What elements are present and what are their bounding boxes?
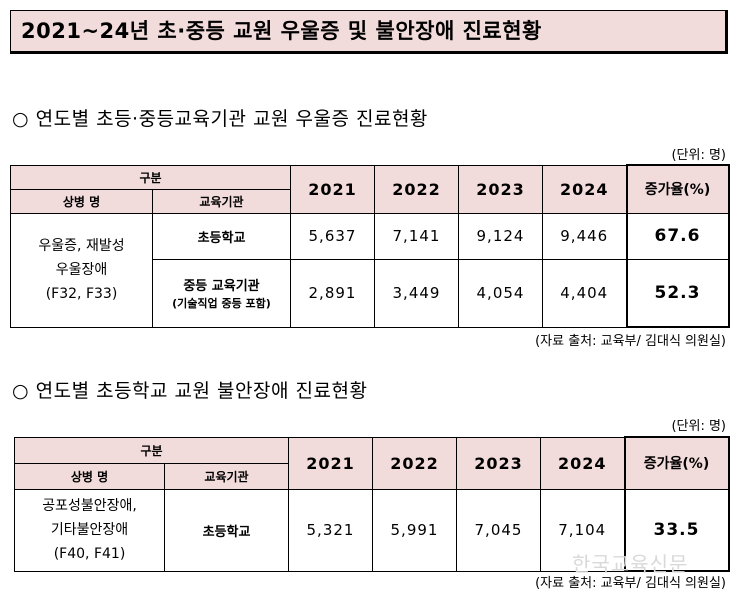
page-title: 2021~24년 초·중등 교원 우울증 및 불안장애 진료현황 xyxy=(10,10,728,54)
table-cell: 5,991 xyxy=(372,488,457,572)
institution-elementary: 초등학교 xyxy=(164,488,289,572)
table-cell: 7,045 xyxy=(456,488,541,572)
table-cell: 2,891 xyxy=(290,258,375,328)
header-rate: 증가율(%) xyxy=(625,164,730,214)
watermark: 한국교육신문 xyxy=(572,552,689,576)
depression-table: 구분 2021 2022 2023 2024 증가율(%) 상병 명 교육기관 … xyxy=(10,164,730,328)
institution-elementary: 초등학교 xyxy=(152,212,291,260)
header-year-2021: 2021 xyxy=(288,436,373,490)
section1-unit: (단위: 명) xyxy=(671,148,726,163)
header-year-2023: 2023 xyxy=(458,164,543,214)
table-cell: 7,104 xyxy=(540,488,625,572)
header-year-2023: 2023 xyxy=(456,436,541,490)
disease-category: 우울증, 재발성 우울장애 (F32, F33) xyxy=(10,212,153,328)
header-group: 구분 xyxy=(10,164,291,190)
table-cell: 4,054 xyxy=(458,258,543,328)
table-cell: 9,124 xyxy=(458,212,543,260)
section1-source: (자료 출처: 교육부/ 김대식 의원실) xyxy=(535,334,726,349)
disease-category: 공포성불안장애, 기타불안장애 (F40, F41) xyxy=(14,488,165,572)
header-group: 구분 xyxy=(14,436,289,464)
table-cell: 3,449 xyxy=(374,258,459,328)
rate-cell: 52.3 xyxy=(625,258,730,328)
header-year-2024: 2024 xyxy=(542,164,627,214)
header-rate: 증가율(%) xyxy=(623,436,730,490)
rate-cell: 67.6 xyxy=(625,212,730,260)
section2-source: (자료 출처: 교육부/ 김대식 의원실) xyxy=(535,576,726,591)
anxiety-table: 구분 2021 2022 2023 2024 증가율(%) 상병 명 교육기관 … xyxy=(14,436,730,572)
header-disease: 상병 명 xyxy=(10,188,153,214)
header-institution: 교육기관 xyxy=(152,188,291,214)
table-cell: 5,321 xyxy=(288,488,373,572)
table-cell: 4,404 xyxy=(542,258,627,328)
section2-unit: (단위: 명) xyxy=(671,419,726,434)
table-cell: 7,141 xyxy=(374,212,459,260)
table-cell: 5,637 xyxy=(290,212,375,260)
header-year-2021: 2021 xyxy=(290,164,375,214)
table-cell: 9,446 xyxy=(542,212,627,260)
header-year-2022: 2022 xyxy=(374,164,459,214)
section2-heading: ○ 연도별 초등학교 교원 불안장애 진료현황 xyxy=(12,380,368,402)
header-disease: 상병 명 xyxy=(14,462,165,490)
rate-cell: 33.5 xyxy=(623,488,730,572)
header-year-2022: 2022 xyxy=(372,436,457,490)
section1-heading: ○ 연도별 초등·중등교육기관 교원 우울증 진료현황 xyxy=(12,108,428,130)
institution-secondary: 중등 교육기관 (기술직업 중등 포함) xyxy=(152,258,291,328)
header-year-2024: 2024 xyxy=(540,436,625,490)
header-institution: 교육기관 xyxy=(164,462,289,490)
